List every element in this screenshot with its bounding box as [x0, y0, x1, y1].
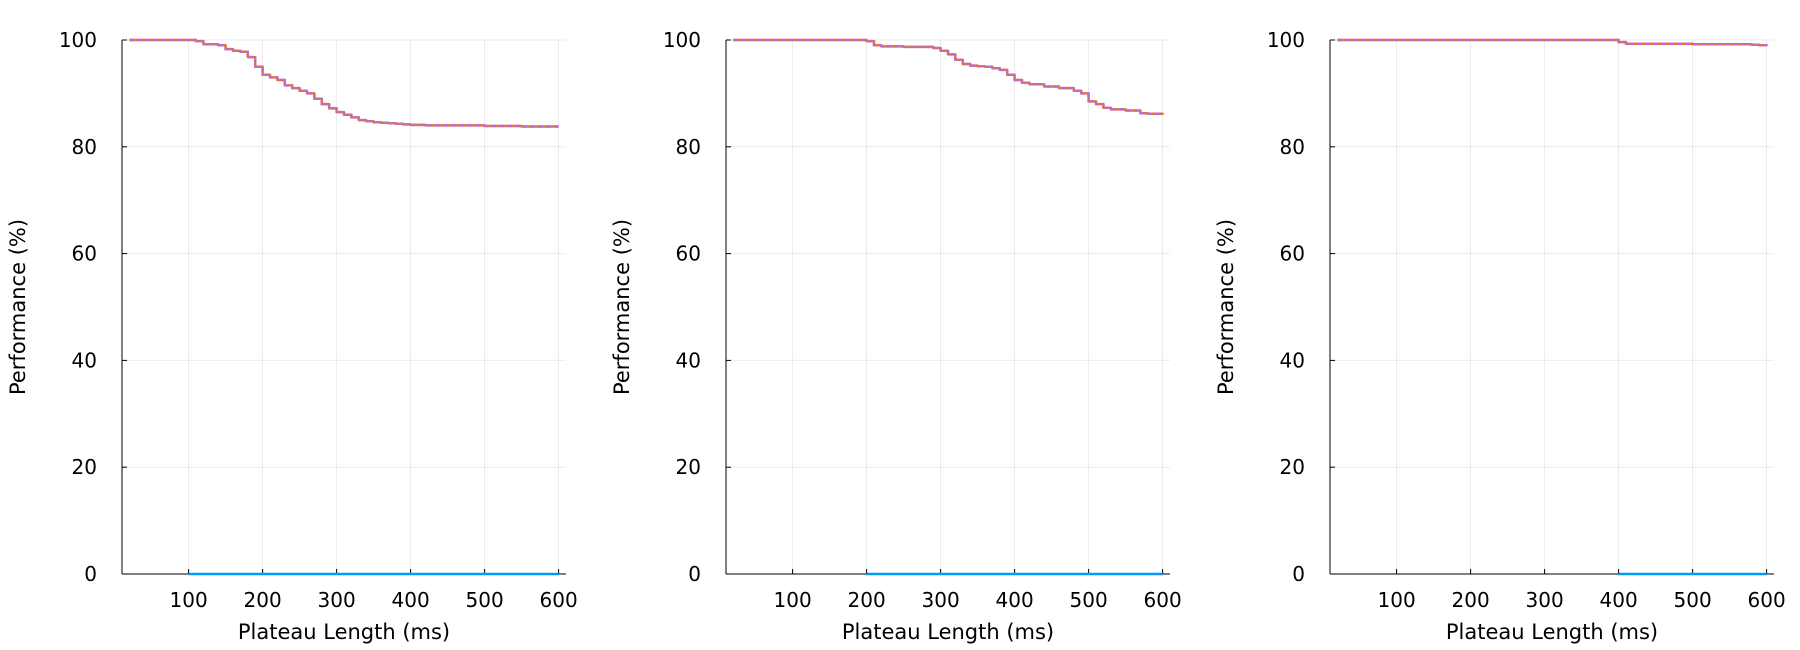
y-tick-label: 40 — [1280, 348, 1305, 372]
y-tick-label: 60 — [1280, 242, 1305, 266]
series-line-overlay — [1337, 38, 1768, 47]
x-tick-label: 200 — [1452, 588, 1490, 612]
y-tick-label: 80 — [72, 135, 97, 159]
y-tick-label: 20 — [1280, 455, 1305, 479]
x-axis-label: Plateau Length (ms) — [1446, 620, 1658, 644]
x-tick-label: 100 — [1378, 588, 1416, 612]
x-tick-label: 300 — [1526, 588, 1564, 612]
y-tick-label: 40 — [72, 348, 97, 372]
y-tick-label: 60 — [72, 242, 97, 266]
x-tick-label: 400 — [392, 588, 430, 612]
x-tick-label: 600 — [1144, 588, 1182, 612]
series-line-overlay — [129, 38, 559, 128]
y-tick-label: 0 — [84, 562, 97, 586]
x-tick-label: 200 — [848, 588, 886, 612]
y-axis-label: Performance (%) — [6, 219, 30, 395]
x-tick-label: 600 — [540, 588, 578, 612]
series-line-overlay — [733, 38, 1164, 115]
x-tick-label: 100 — [170, 588, 208, 612]
x-tick-label: 400 — [996, 588, 1034, 612]
x-tick-label: 500 — [466, 588, 504, 612]
y-axis-label: Performance (%) — [1214, 219, 1238, 395]
x-axis-label: Plateau Length (ms) — [238, 620, 450, 644]
y-axis-label: Performance (%) — [610, 219, 634, 395]
y-tick-label: 20 — [676, 455, 701, 479]
x-tick-label: 300 — [922, 588, 960, 612]
y-tick-label: 100 — [59, 28, 97, 52]
x-tick-label: 500 — [1070, 588, 1108, 612]
y-tick-label: 0 — [688, 562, 701, 586]
x-tick-label: 300 — [318, 588, 356, 612]
x-axis-label: Plateau Length (ms) — [842, 620, 1054, 644]
y-tick-label: 40 — [676, 348, 701, 372]
panel-1: 100 200 300 400 500 600 0 20 40 60 80 100 Plateau Le… — [6, 28, 578, 644]
x-tick-label: 500 — [1674, 588, 1712, 612]
panel-2: 100 200 300 400 500 600 0 20 40 60 80 100 Plateau Le… — [610, 28, 1182, 644]
x-tick-label: 400 — [1600, 588, 1638, 612]
y-tick-label: 80 — [676, 135, 701, 159]
y-tick-label: 80 — [1280, 135, 1305, 159]
x-tick-label: 100 — [774, 588, 812, 612]
y-tick-label: 100 — [1267, 28, 1305, 52]
x-tick-label: 200 — [244, 588, 282, 612]
y-tick-label: 100 — [663, 28, 701, 52]
x-tick-label: 600 — [1748, 588, 1786, 612]
panel-3: 100 200 300 400 500 600 0 20 40 60 80 100 Plateau Le… — [1214, 28, 1786, 644]
y-tick-label: 0 — [1292, 562, 1305, 586]
y-tick-label: 20 — [72, 455, 97, 479]
y-tick-label: 60 — [676, 242, 701, 266]
